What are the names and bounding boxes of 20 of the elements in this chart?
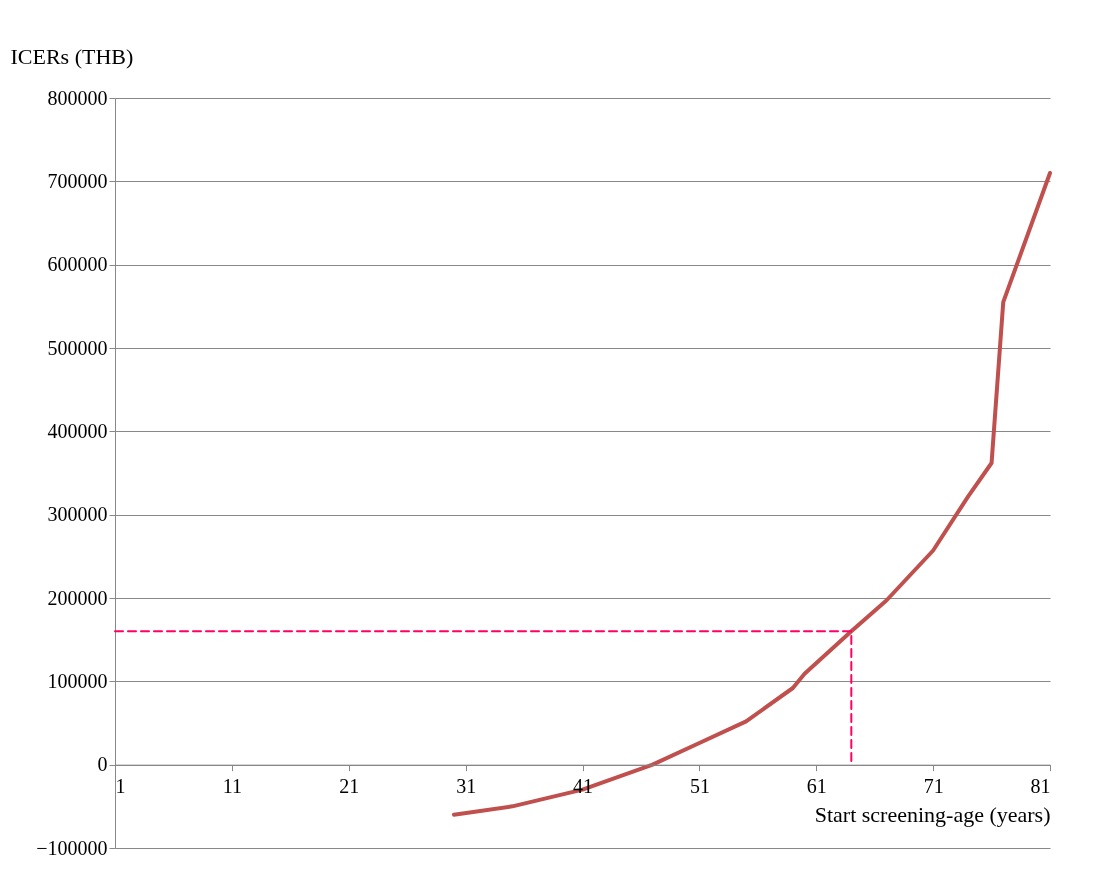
x-tick-label: 81: [1030, 775, 1051, 798]
x-tick-label: 71: [923, 775, 944, 798]
x-tick-label: 11: [222, 775, 243, 798]
y-tick-label: 600000: [47, 253, 108, 276]
y-tick-label: −100000: [36, 836, 108, 859]
y-tick-label: 200000: [47, 586, 108, 609]
y-axis-title: ICERs (THB): [10, 43, 134, 69]
y-tick-label: 100000: [47, 669, 108, 692]
x-tick-label: 31: [456, 775, 477, 798]
y-tick-label: 700000: [47, 169, 108, 192]
y-tick-label: 300000: [47, 503, 108, 526]
x-axis-title: Start screening-age (years): [814, 802, 1051, 828]
y-tick-label: 400000: [47, 419, 108, 442]
x-tick-label: 21: [339, 775, 360, 798]
y-tick-label: 0: [97, 753, 108, 776]
y-tick-label: 800000: [47, 86, 108, 109]
x-tick-label: 51: [689, 775, 710, 798]
x-tick-label: 1: [115, 775, 126, 798]
y-tick-label: 500000: [47, 336, 108, 359]
x-tick-label: 61: [806, 775, 827, 798]
